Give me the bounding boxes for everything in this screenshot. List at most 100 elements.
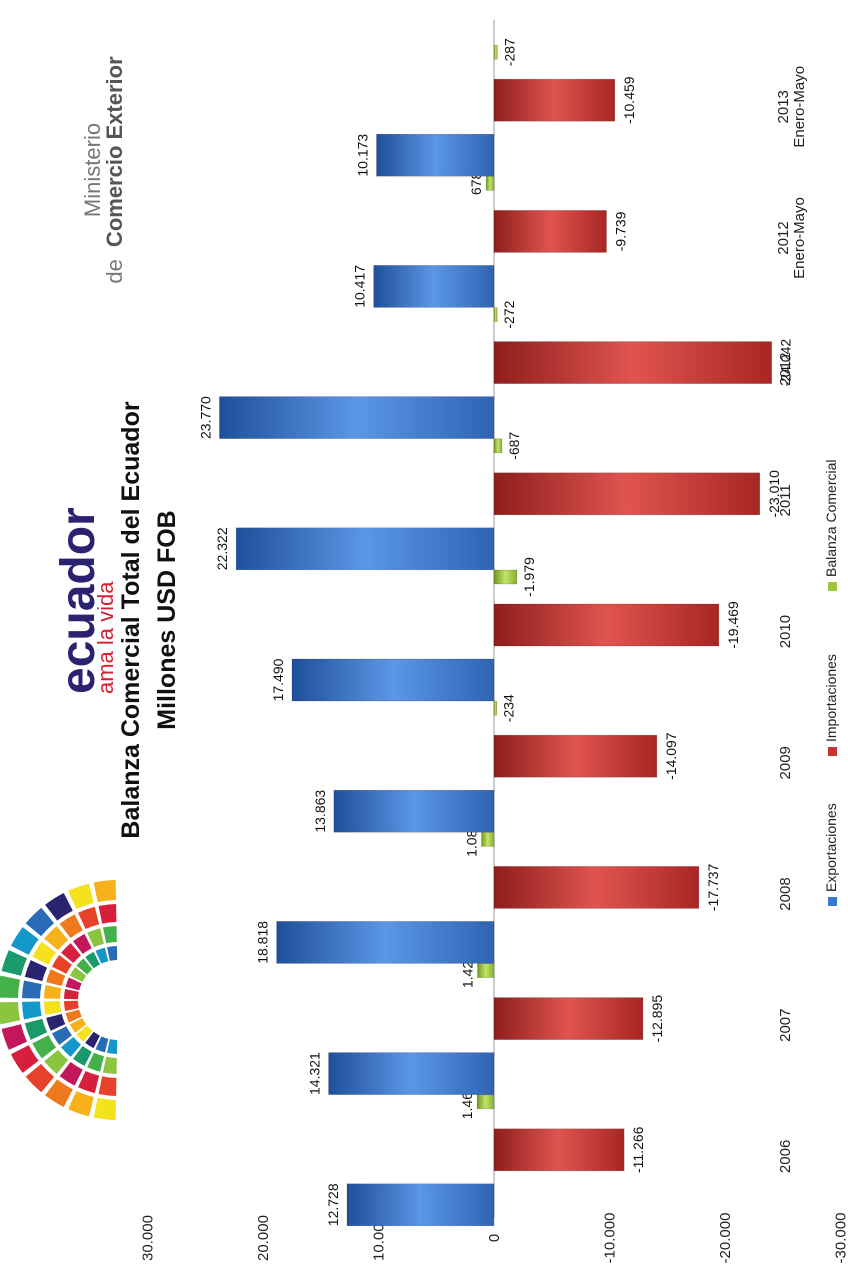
x-category-label: 2008 xyxy=(777,877,794,910)
logo-segment xyxy=(25,1019,47,1040)
bar-exportaciones xyxy=(374,265,494,307)
logo-segment xyxy=(2,1024,27,1050)
data-label-exportaciones: 23.770 xyxy=(197,396,213,439)
data-label-balanza: -272 xyxy=(501,300,517,328)
legend-swatch-exportaciones xyxy=(828,897,837,906)
bar-exportaciones xyxy=(329,1053,494,1095)
logo-segment xyxy=(64,1001,79,1011)
bar-importaciones xyxy=(494,210,606,252)
x-category-label: 2013 xyxy=(775,90,792,123)
y-tick-label: -10.000 xyxy=(602,1213,619,1264)
logo-segment xyxy=(107,1039,117,1054)
x-category-label: Enero-Mayo xyxy=(791,197,808,279)
logo-segment xyxy=(78,1071,99,1093)
bar-exportaciones xyxy=(377,134,494,176)
bar-exportaciones xyxy=(292,659,494,701)
logo-segment xyxy=(78,907,99,929)
logo-segment xyxy=(94,1098,116,1120)
logo-segment xyxy=(99,1076,117,1096)
data-label-exportaciones: 13.863 xyxy=(312,790,328,833)
bar-balanza xyxy=(494,570,517,584)
data-label-exportaciones: 10.417 xyxy=(352,265,368,308)
logo-segment xyxy=(99,904,117,924)
y-tick-label: 0 xyxy=(486,1234,503,1242)
data-label-exportaciones: 12.728 xyxy=(325,1183,341,1226)
bar-exportaciones xyxy=(347,1184,494,1226)
bar-importaciones xyxy=(494,735,657,777)
ministry-line2: de Comercio Exterior xyxy=(102,56,127,284)
data-label-balanza: -1.979 xyxy=(521,557,537,597)
bar-balanza xyxy=(494,308,497,322)
data-label-exportaciones: 22.322 xyxy=(214,527,230,570)
y-tick-label: 20.000 xyxy=(255,1215,272,1261)
bar-balanza xyxy=(494,439,502,453)
bar-balanza xyxy=(482,832,494,846)
legend: Exportaciones Importaciones Balanza Comerc… xyxy=(823,460,839,907)
x-category-label: 2009 xyxy=(777,746,794,779)
legend-swatch-importaciones xyxy=(828,747,837,756)
ecuador-logo-icon xyxy=(0,880,117,1120)
logo-segment xyxy=(26,908,54,936)
logo-segment xyxy=(94,880,116,902)
bar-importaciones xyxy=(494,473,760,515)
data-label-importaciones: -14.097 xyxy=(663,732,679,780)
ministry-line2-strong: Comercio Exterior xyxy=(102,56,127,247)
data-label-exportaciones: 17.490 xyxy=(270,658,286,701)
bar-balanza xyxy=(494,45,497,59)
bar-importaciones xyxy=(494,79,615,121)
logo-segment xyxy=(44,1001,61,1015)
data-label-importaciones: -23.010 xyxy=(766,470,782,518)
bar-exportaciones xyxy=(277,921,494,963)
data-label-balanza: -234 xyxy=(501,694,517,722)
bar-exportaciones xyxy=(236,528,494,570)
bar-balanza xyxy=(477,1095,494,1109)
data-label-importaciones: -19.469 xyxy=(725,601,741,649)
x-category-label: Enero-Mayo xyxy=(791,66,808,148)
logo-segment xyxy=(0,1002,20,1024)
x-category-label: 2006 xyxy=(777,1140,794,1173)
data-label-exportaciones: 10.173 xyxy=(355,134,371,177)
data-label-importaciones: -12.895 xyxy=(649,995,665,1043)
data-label-exportaciones: 14.321 xyxy=(307,1052,323,1095)
logo-segment xyxy=(68,1091,94,1116)
data-label-importaciones: -9.739 xyxy=(612,211,628,251)
bar-importaciones xyxy=(494,1129,624,1171)
bar-balanza xyxy=(478,964,494,978)
logo-segment xyxy=(11,1045,39,1073)
logo-segment xyxy=(45,893,73,921)
legend-label-balanza: Balanza Comercial xyxy=(823,460,839,578)
chart-subtitle: Millones USD FOB xyxy=(153,510,181,729)
data-label-balanza: -687 xyxy=(506,432,522,460)
bar-importaciones xyxy=(494,866,699,908)
chart-title: Balanza Comercial Total del Ecuador xyxy=(117,401,145,838)
y-tick-label: -20.000 xyxy=(717,1213,734,1264)
data-label-importaciones: -10.459 xyxy=(621,76,637,124)
logo-segment xyxy=(107,946,117,961)
bar-importaciones xyxy=(494,342,772,384)
y-tick-label: 30.000 xyxy=(140,1215,157,1261)
ministry-line2-prefix: de xyxy=(102,259,127,283)
logo-segment xyxy=(103,1057,117,1074)
logo-segment xyxy=(11,927,39,955)
bar-importaciones xyxy=(494,604,719,646)
x-category-label: 2010 xyxy=(777,615,794,648)
legend-label-exportaciones: Exportaciones xyxy=(823,803,839,892)
logo-segment xyxy=(0,976,20,998)
logo-segment xyxy=(45,1079,73,1107)
y-tick-label: -30.000 xyxy=(833,1213,848,1264)
bar-balanza xyxy=(486,176,494,190)
logo-segment xyxy=(103,926,117,943)
bar-importaciones xyxy=(494,998,643,1040)
bar-exportaciones xyxy=(219,397,494,439)
bar-exportaciones xyxy=(334,790,494,832)
legend-swatch-balanza xyxy=(828,582,837,591)
bar-balanza xyxy=(494,701,497,715)
logo-segment xyxy=(64,989,79,999)
x-category-label: 2007 xyxy=(777,1009,794,1042)
logo-segment xyxy=(68,884,94,909)
legend-label-importaciones: Importaciones xyxy=(823,654,839,742)
data-label-balanza: -287 xyxy=(501,38,517,66)
